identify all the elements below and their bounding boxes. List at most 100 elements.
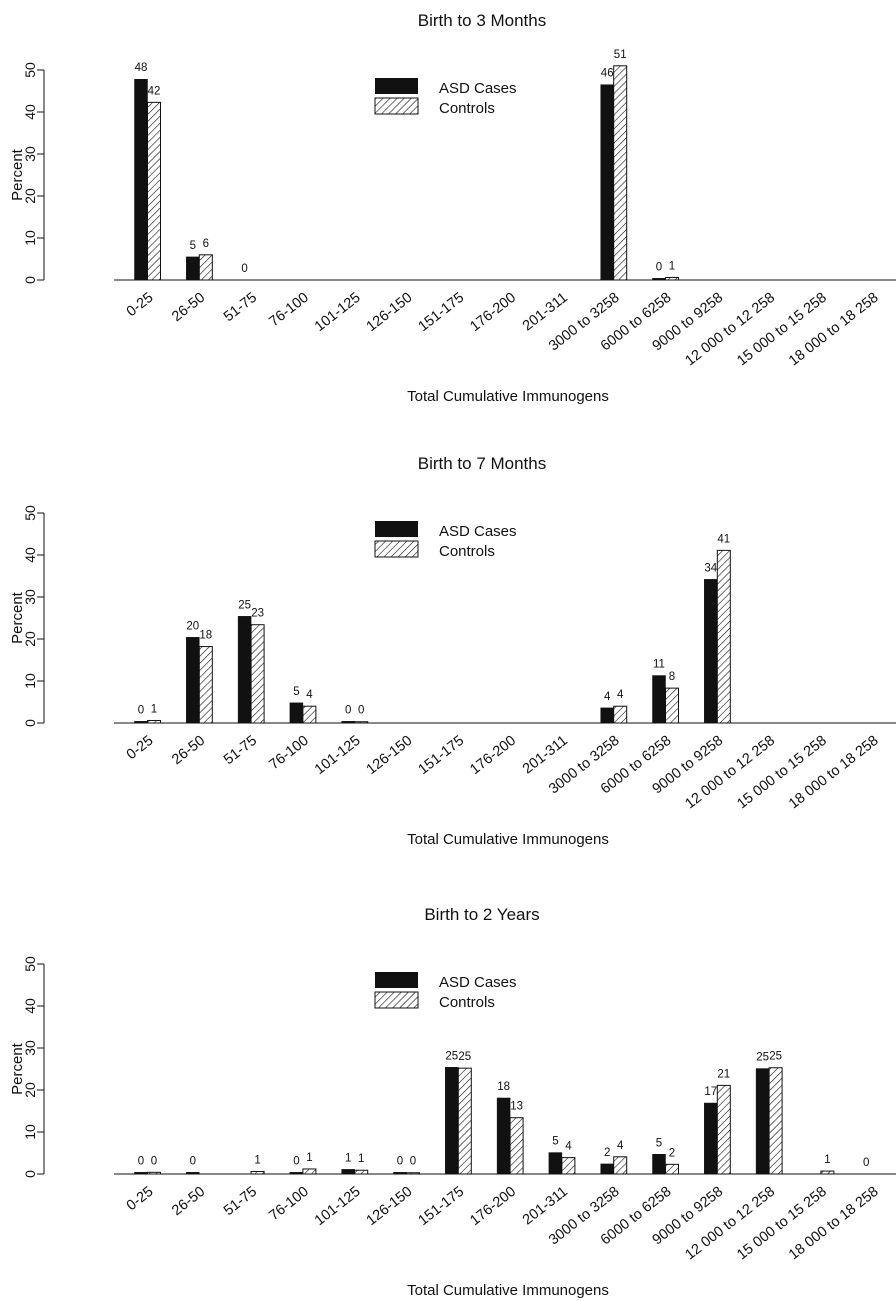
data-label-asd-cases: 5: [190, 240, 196, 252]
data-label-controls: 51: [614, 49, 627, 61]
x-category-label: 76-100: [266, 733, 311, 773]
bar-asd-cases: [134, 78, 148, 281]
data-label-controls: 25: [458, 1051, 471, 1063]
data-label-controls: 1: [669, 260, 675, 272]
x-category-label: 18 000 to 18 258: [786, 733, 882, 813]
bar-controls: [768, 1067, 783, 1175]
x-axis-title: Total Cumulative Immunogens: [407, 1282, 609, 1299]
data-label-asd-cases: 0: [190, 1155, 196, 1167]
data-label-asd-cases: 0: [345, 704, 351, 716]
x-category-label: 12 000 to 12 258: [682, 290, 778, 370]
x-category-label: 51-75: [221, 1184, 260, 1219]
y-tick-label: 20: [22, 631, 38, 647]
bar-asd-cases: [704, 579, 718, 724]
x-category-label: 126-150: [364, 290, 416, 335]
bar-controls: [509, 1117, 524, 1175]
data-label-controls: 25: [769, 1051, 782, 1063]
legend-swatch-controls: [374, 540, 419, 558]
legend-label-controls: Controls: [439, 100, 495, 117]
bar-controls: [302, 705, 317, 724]
data-label-asd-cases: 1: [345, 1152, 351, 1164]
data-label-controls: 13: [510, 1101, 523, 1113]
legend-swatch-asd-cases: [375, 521, 418, 537]
bar-controls: [354, 1169, 369, 1175]
x-category-label: 15 000 to 15 258: [734, 733, 830, 813]
x-category-label: 0-25: [124, 1184, 157, 1214]
bar-asd-cases: [652, 278, 666, 281]
bar-asd-cases: [341, 1169, 355, 1175]
data-label-asd-cases: 2: [604, 1147, 610, 1159]
legend-label-asd-cases: ASD Cases: [439, 974, 517, 991]
bar-controls: [147, 101, 161, 281]
data-label-controls: 1: [306, 1152, 312, 1164]
bar-asd-cases: [186, 637, 200, 724]
bar-asd-cases: [755, 1068, 770, 1175]
data-label-controls: 1: [151, 703, 157, 715]
data-label-asd-cases: 25: [238, 599, 251, 611]
data-label-controls: 0: [358, 705, 364, 717]
data-label-asd-cases: 5: [656, 1137, 662, 1149]
legend-swatch-controls: [374, 97, 419, 115]
y-tick-label: 0: [22, 719, 38, 727]
data-label-controls: 6: [203, 238, 209, 250]
data-label-controls: 4: [306, 689, 313, 701]
bar-controls: [665, 687, 679, 724]
bar-controls: [561, 1157, 576, 1175]
bar-controls: [250, 624, 265, 724]
legend-label-controls: Controls: [439, 543, 495, 560]
legend-swatch-asd-cases: [375, 972, 418, 988]
data-label-controls: 1: [824, 1154, 830, 1166]
legend: ASD Cases Controls: [374, 521, 517, 560]
x-category-label: 176-200: [467, 290, 519, 335]
data-label-controls: 4: [617, 1140, 624, 1152]
data-label-asd-cases: 5: [552, 1136, 558, 1148]
bar-controls: [716, 1084, 731, 1175]
chart-title: Birth to 2 Years: [424, 905, 539, 924]
x-category-label: 101-125: [312, 290, 364, 335]
y-tick-label: 50: [22, 62, 38, 78]
data-label-asd-cases: 25: [445, 1050, 458, 1062]
bar-controls: [457, 1067, 472, 1175]
data-label-controls: 1: [358, 1153, 364, 1165]
data-label-asd-cases: 0: [138, 704, 144, 716]
data-label-controls: 41: [717, 533, 730, 545]
x-category-label: 101-125: [312, 1184, 364, 1229]
y-tick-label: 30: [22, 146, 38, 162]
y-tick-label: 20: [22, 1082, 38, 1098]
x-category-label: 0-25: [124, 290, 157, 320]
x-axis-title: Total Cumulative Immunogens: [407, 388, 609, 405]
bar-controls: [147, 1171, 161, 1175]
bar-asd-cases: [496, 1097, 511, 1175]
y-tick-label: 0: [22, 276, 38, 284]
data-label-controls: 21: [717, 1068, 730, 1080]
data-label-asd-cases: 0: [138, 1155, 144, 1167]
x-category-label: 26-50: [169, 733, 208, 768]
data-label-controls: 0: [151, 1155, 157, 1167]
bar-asd-cases: [600, 707, 614, 724]
y-tick-label: 40: [22, 104, 38, 120]
x-category-label: 176-200: [467, 1184, 519, 1229]
legend-label-asd-cases: ASD Cases: [439, 80, 517, 97]
legend: ASD Cases Controls: [374, 972, 517, 1011]
bar-asd-cases: [186, 256, 200, 281]
data-label-asd-cases: 25: [756, 1052, 769, 1064]
data-label-asd-cases: 11: [653, 659, 665, 671]
bar-asd-cases: [341, 721, 355, 724]
y-axis-title: Percent: [9, 591, 26, 644]
data-label-controls: 23: [251, 608, 264, 620]
data-label-asd-cases: 0: [293, 1155, 299, 1167]
legend-swatch-asd-cases: [375, 78, 418, 94]
y-tick-label: 50: [22, 505, 38, 521]
data-label-controls: 1: [254, 1154, 260, 1166]
x-axis-title: Total Cumulative Immunogens: [407, 831, 609, 848]
bar-asd-cases: [600, 84, 614, 281]
bar-controls: [406, 1172, 420, 1175]
x-category-label: 76-100: [266, 1184, 311, 1224]
x-category-label: 15 000 to 15 258: [734, 290, 830, 370]
y-tick-label: 10: [22, 1124, 38, 1140]
bar-asd-cases: [134, 1172, 148, 1175]
bar-asd-cases: [548, 1152, 563, 1175]
data-label-asd-cases: 17: [704, 1086, 717, 1098]
x-category-label: 18 000 to 18 258: [786, 290, 882, 370]
